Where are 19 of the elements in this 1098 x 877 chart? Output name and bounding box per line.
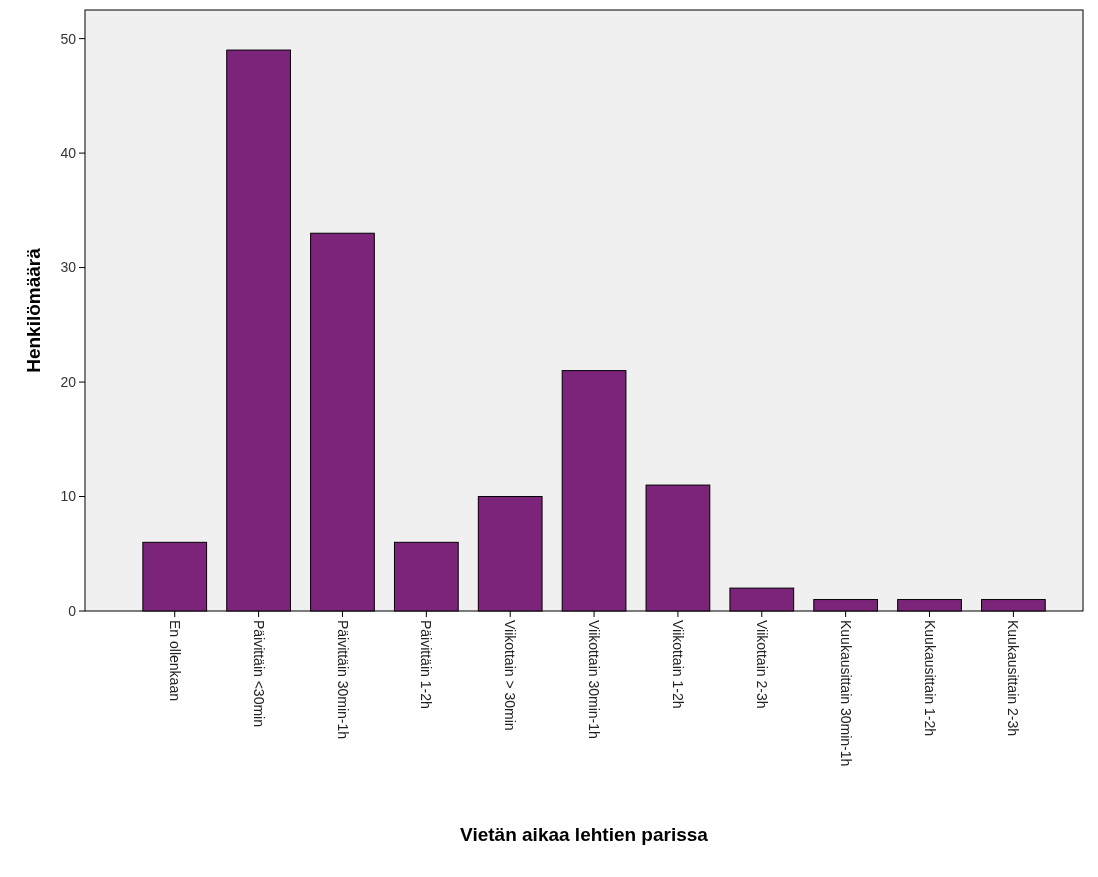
y-tick-label: 20 bbox=[60, 373, 77, 390]
y-tick-label: 10 bbox=[60, 488, 77, 505]
x-tick-label: Viikottain 1-2h bbox=[670, 620, 687, 709]
y-axis-title: Henkilömäärä bbox=[23, 247, 44, 373]
x-axis-title: Vietän aikaa lehtien parissa bbox=[460, 824, 709, 845]
x-tick-label: Päivittäin 1-2h bbox=[418, 620, 435, 709]
x-tick-label: Päivittäin 30min-1h bbox=[334, 620, 351, 740]
y-tick-label: 40 bbox=[60, 145, 77, 161]
x-tick-label: Viikottain 2-3h bbox=[753, 620, 770, 709]
x-tick-label: Viikottain 30min-1h bbox=[586, 620, 603, 739]
x-tick-label: Kuukausittain 30min-1h bbox=[837, 620, 854, 767]
x-tick-label: Kuukausittain 2-3h bbox=[1005, 620, 1022, 736]
y-tick-label: 50 bbox=[60, 30, 77, 47]
x-tick-label: Kuukausittain 1-2h bbox=[921, 620, 938, 736]
x-tick-label: Viikottain > 30min bbox=[502, 620, 519, 731]
x-tick-label: En ollenkaan bbox=[166, 620, 183, 701]
y-tick-label: 0 bbox=[68, 602, 77, 619]
x-tick-label: Päivittäin <30min bbox=[250, 620, 267, 728]
y-tick-label: 30 bbox=[60, 259, 77, 276]
